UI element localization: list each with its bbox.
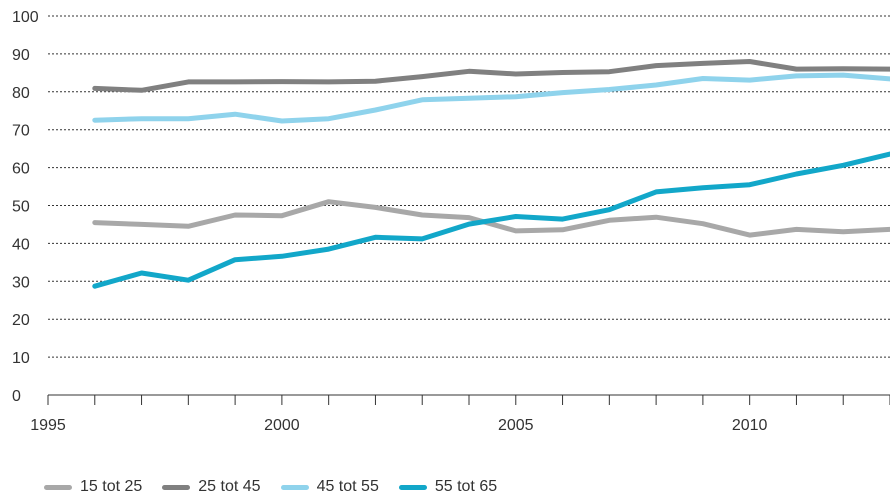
- y-tick-label: 80: [12, 85, 30, 102]
- legend-swatch: [398, 484, 427, 490]
- legend-item: 15 tot 25: [44, 478, 142, 496]
- y-tick-label: 30: [12, 274, 30, 291]
- legend-swatch: [280, 484, 309, 490]
- line-chart: 0 10 20 30 40 50 60 70 80 90 100 1995 2000 2005 2010: [12, 9, 890, 434]
- series-line-1: [92, 199, 890, 238]
- legend-item: 45 tot 55: [280, 478, 379, 496]
- series-line-2: [92, 59, 890, 93]
- legend-label: 25 tot 45: [198, 478, 261, 495]
- y-tick-label: 0: [12, 388, 21, 405]
- legend-label: 45 tot 55: [316, 478, 379, 495]
- series-lines: [92, 59, 890, 289]
- gridlines: [48, 15, 890, 358]
- legend-item: 25 tot 45: [162, 478, 261, 496]
- x-axis: 1995 2000 2005 2010: [30, 394, 890, 434]
- x-tick-label: 2010: [732, 417, 768, 434]
- chart-legend: 15 tot 25 25 tot 45 45 tot 55 55 tot 65: [44, 478, 497, 496]
- y-tick-label: 90: [12, 47, 30, 64]
- legend-label: 15 tot 25: [80, 478, 143, 495]
- y-tick-label: 60: [12, 161, 30, 178]
- y-tick-label: 70: [12, 123, 30, 140]
- x-tick-label: 2000: [264, 417, 300, 434]
- y-tick-label: 50: [12, 199, 30, 216]
- y-tick-label: 100: [12, 9, 39, 26]
- y-tick-label: 10: [12, 350, 30, 367]
- x-tick-label: 1995: [30, 417, 66, 434]
- legend-swatch: [162, 484, 191, 490]
- legend-label: 55 tot 65: [434, 478, 498, 495]
- series-line-3: [92, 72, 890, 124]
- legend-swatch: [44, 484, 72, 490]
- y-tick-label: 40: [12, 236, 30, 253]
- series-line-4: [92, 151, 890, 289]
- y-tick-label: 20: [12, 312, 30, 329]
- y-axis-tick-labels: 0 10 20 30 40 50 60 70 80 90 100: [12, 9, 39, 405]
- legend-item: 55 tot 65: [398, 478, 498, 496]
- x-tick-label: 2005: [498, 417, 534, 434]
